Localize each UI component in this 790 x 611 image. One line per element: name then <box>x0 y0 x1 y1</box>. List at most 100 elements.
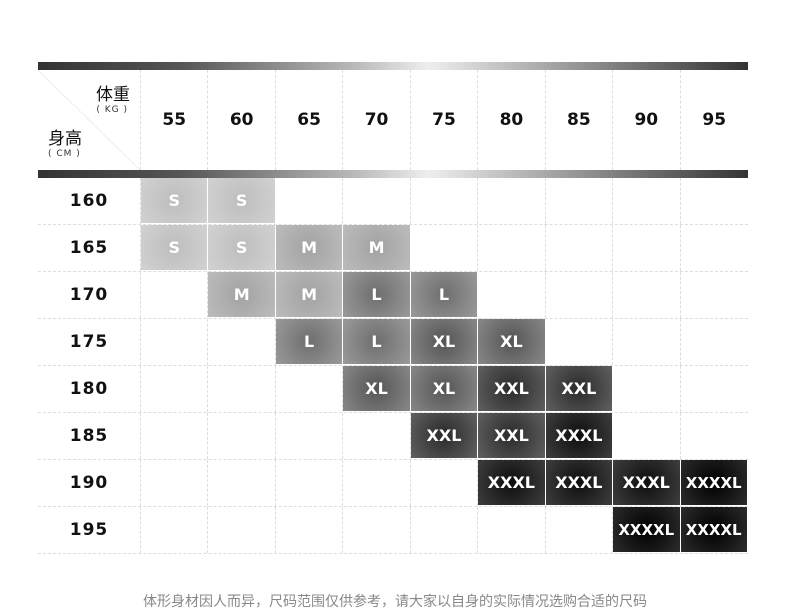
height-unit: ( CM ) <box>48 149 81 159</box>
empty-cell <box>411 507 479 553</box>
empty-cell <box>478 178 546 224</box>
height-header: 170 <box>38 272 141 318</box>
height-header: 160 <box>38 178 141 224</box>
table-row: 170 M M L L <box>38 272 748 319</box>
table-row: 195 XXXXL XXXXL <box>38 507 748 554</box>
size-cell: XXL <box>545 366 614 412</box>
size-cell: M <box>275 225 344 271</box>
empty-cell <box>276 413 344 459</box>
size-cell: XL <box>478 319 546 365</box>
weight-header: 95 <box>702 110 727 130</box>
size-cell: XXXXL <box>613 507 681 553</box>
empty-cell <box>613 366 681 412</box>
header-row: 体重( KG ) 身高( CM ) 55 60 65 70 75 80 85 90 95 <box>38 70 748 170</box>
empty-cell <box>681 366 748 412</box>
size-cell: XXXL <box>545 413 614 459</box>
empty-cell <box>546 507 614 553</box>
weight-unit: ( KG ) <box>96 105 128 115</box>
empty-cell <box>613 319 681 365</box>
weight-header: 60 <box>208 70 276 170</box>
empty-cell <box>681 413 748 459</box>
size-cell: XL <box>410 366 479 412</box>
size-cell: XXXXL <box>680 507 748 553</box>
empty-cell <box>411 225 479 271</box>
size-cell: L <box>410 272 479 318</box>
empty-cell <box>343 507 411 553</box>
size-cell: XL <box>410 319 479 365</box>
empty-cell <box>141 319 209 365</box>
empty-cell <box>276 178 344 224</box>
empty-cell <box>613 225 681 271</box>
empty-cell <box>208 460 276 506</box>
size-cell: M <box>208 272 276 318</box>
corner-cell: 体重( KG ) 身高( CM ) <box>38 70 141 170</box>
weight-header: 85 <box>546 70 614 170</box>
empty-cell <box>478 507 546 553</box>
empty-cell <box>141 460 209 506</box>
empty-cell <box>276 460 344 506</box>
table-row: 175 L L XL XL <box>38 319 748 366</box>
size-cell: S <box>208 178 276 224</box>
empty-cell <box>681 178 748 224</box>
size-cell: XXXL <box>478 460 546 506</box>
empty-cell <box>613 413 681 459</box>
size-cell: L <box>275 319 344 365</box>
table-row: 185 XXL XXL XXXL <box>38 413 748 460</box>
weight-header: 75 <box>411 70 479 170</box>
empty-cell <box>546 319 614 365</box>
size-cell: S <box>141 225 209 271</box>
size-cell: M <box>275 272 344 318</box>
weight-header: 70 <box>343 70 411 170</box>
height-header: 165 <box>38 225 141 271</box>
size-cell: XXL <box>478 413 546 459</box>
empty-cell <box>411 460 479 506</box>
empty-cell <box>613 272 681 318</box>
table-row: 190 XXXL XXXL XXXL XXXXL <box>38 460 748 507</box>
size-cell: XXXL <box>613 460 681 506</box>
empty-cell <box>546 225 614 271</box>
empty-cell <box>343 178 411 224</box>
empty-cell <box>613 178 681 224</box>
empty-cell <box>343 460 411 506</box>
size-cell: S <box>208 225 276 271</box>
empty-cell <box>208 319 276 365</box>
size-chart-table: 体重( KG ) 身高( CM ) 55 60 65 70 75 80 85 90 95 160… <box>38 70 748 554</box>
height-header: 195 <box>38 507 141 553</box>
empty-cell <box>208 366 276 412</box>
footnote: 体形身材因人而异，尺码范围仅供参考，请大家以自身的实际情况选购合适的尺码 <box>143 594 647 610</box>
size-cell: L <box>343 272 411 318</box>
empty-cell <box>411 178 479 224</box>
empty-cell <box>681 319 748 365</box>
empty-cell <box>141 507 209 553</box>
size-cell: XXL <box>478 366 546 412</box>
empty-cell <box>681 272 748 318</box>
size-cell: L <box>343 319 411 365</box>
empty-cell <box>208 507 276 553</box>
weight-header: 65 <box>276 70 344 170</box>
height-header: 185 <box>38 413 141 459</box>
empty-cell <box>276 366 344 412</box>
empty-cell <box>141 272 209 318</box>
empty-cell <box>276 507 344 553</box>
empty-cell <box>546 272 614 318</box>
empty-cell <box>478 272 546 318</box>
table-row: 180 XL XL XXL XXL <box>38 366 748 413</box>
size-cell: XXL <box>410 413 479 459</box>
table-row: 165 S S M M <box>38 225 748 272</box>
weight-label: 体重 <box>96 85 130 105</box>
size-cell: XL <box>343 366 411 412</box>
size-cell: XXXXL <box>680 460 748 506</box>
empty-cell <box>546 178 614 224</box>
height-header: 190 <box>38 460 141 506</box>
header-divider-bar <box>38 170 748 178</box>
empty-cell <box>141 366 209 412</box>
top-divider-bar <box>38 62 748 70</box>
weight-header: 90 <box>613 70 681 170</box>
height-label: 身高 <box>48 129 82 149</box>
empty-cell <box>681 225 748 271</box>
size-cell: S <box>141 178 209 224</box>
empty-cell <box>141 413 209 459</box>
size-cell: XXXL <box>545 460 614 506</box>
empty-cell <box>343 413 411 459</box>
height-header: 180 <box>38 366 141 412</box>
